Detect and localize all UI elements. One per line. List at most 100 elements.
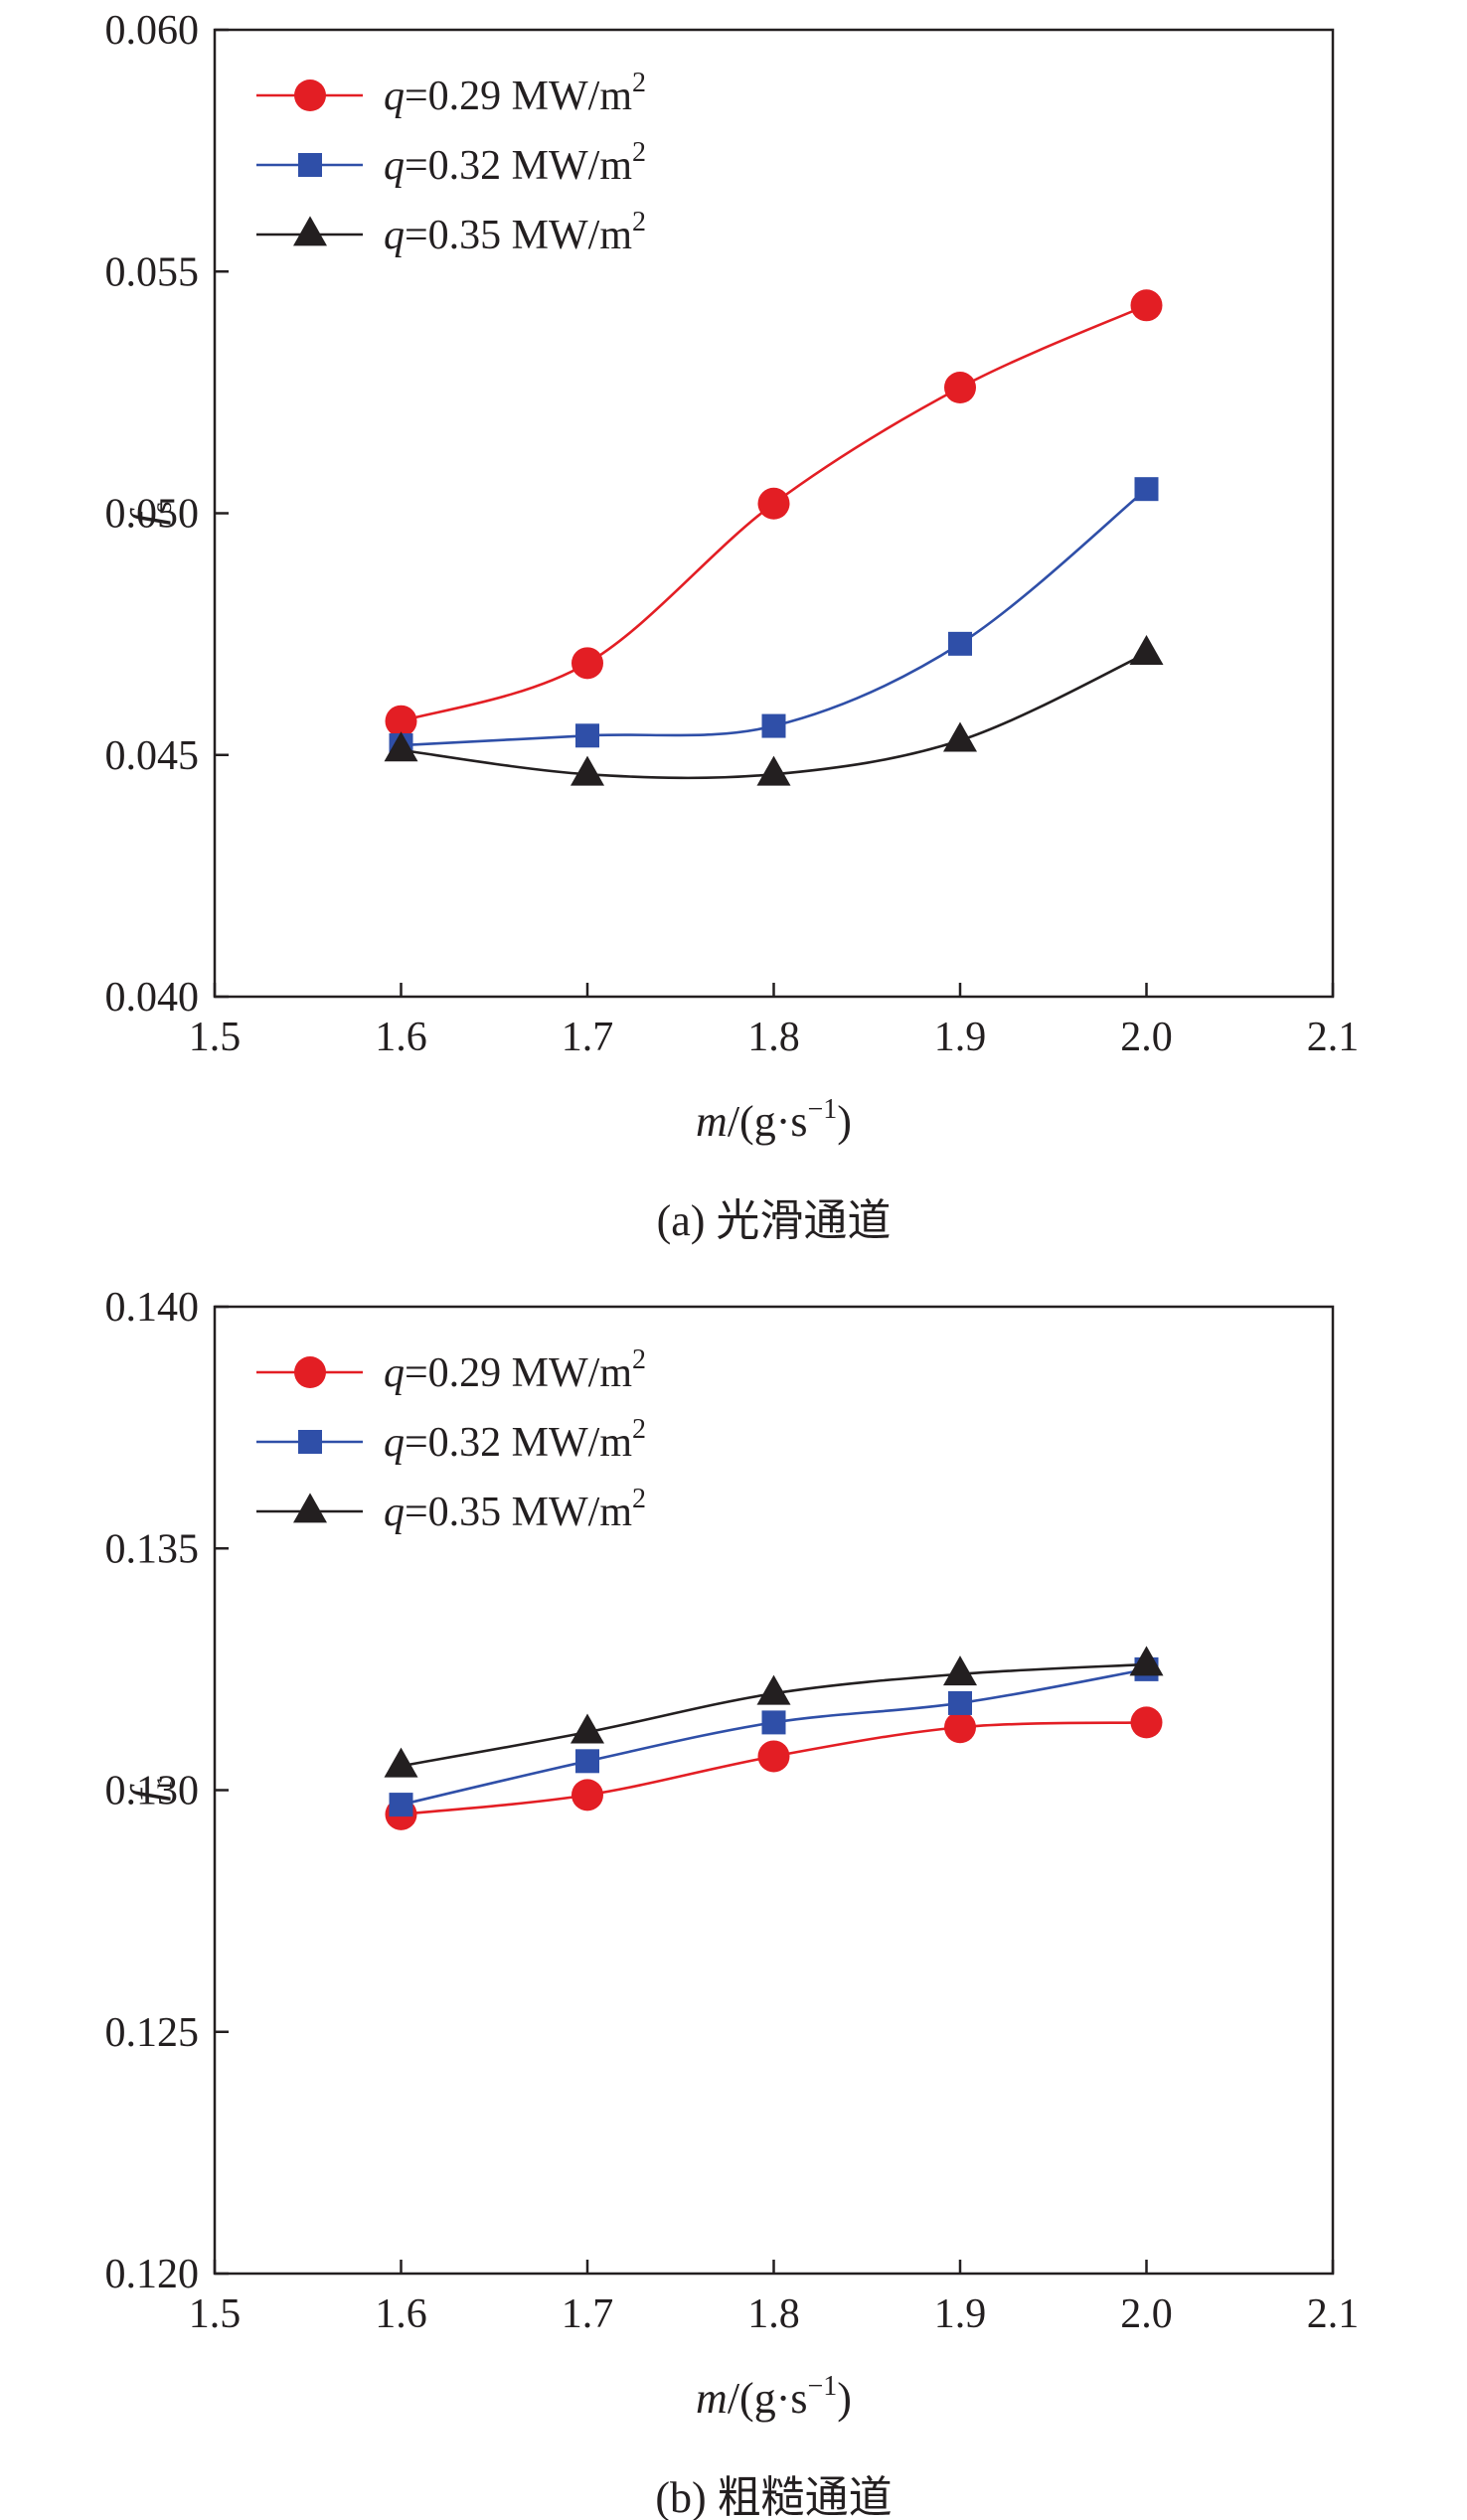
panel-a-series-3-point (756, 755, 791, 786)
panel-b-x-tick-label: 1.6 (375, 2291, 427, 2337)
panel-a-series-3-point (1129, 634, 1164, 665)
panel-a-y-tick-label: 0.040 (105, 975, 200, 1021)
panel-a-legend-value: =0.32 MW/m (405, 143, 632, 189)
panel-b-x-tick-label: 1.8 (747, 2291, 800, 2337)
panel-b-legend-var: q (384, 1420, 405, 1466)
panel-a-series-3 (384, 634, 1164, 786)
panel-a-series-2-point (575, 723, 599, 748)
panel-a-legend-var: q (384, 213, 405, 258)
panel-a-x-tick-label: 1.5 (189, 1015, 242, 1060)
panel-b-series-3-point (756, 1674, 791, 1705)
panel-a-series-1-point (1130, 289, 1163, 322)
chart-panel-a: 1.5 1.6 1.7 1.8 1.9 2.0 2.1 0.040 0.045 0.050 0.05… (105, 8, 1360, 1245)
panel-a-legend-item-1: q=0.29 MW/m2 (256, 68, 646, 119)
panel-b-series-2-point (575, 1749, 599, 1774)
panel-a-x-tick-label: 2.1 (1307, 1015, 1360, 1060)
panel-b-x-axis-title: m/(g·s−1) (696, 2371, 852, 2423)
panel-a-series-2-line (401, 488, 1148, 747)
panel-a-series-2-point (1134, 477, 1159, 502)
panel-a-series-3-point (570, 755, 604, 786)
panel-a-series-1-point (757, 487, 790, 520)
panel-a-x-axis-title: m/(g·s−1) (696, 1094, 852, 1146)
panel-a-x-axis-unit-close: ) (837, 1097, 852, 1146)
panel-a-legend-label: q=0.29 MW/m2 (384, 68, 646, 119)
panel-b-legend-exponent: 2 (632, 1484, 646, 1514)
panel-a-x-tick-label: 1.7 (562, 1015, 614, 1060)
panel-b-plot-frame (213, 1305, 1335, 2276)
panel-a-x-tick-label: 1.8 (747, 1015, 800, 1060)
panel-a-legend-marker (294, 79, 326, 111)
panel-b-legend-label: q=0.29 MW/m2 (384, 1344, 646, 1396)
panel-b-series-3-point (1129, 1646, 1164, 1676)
panel-a-legend-marker (293, 216, 327, 246)
panel-b-legend-marker (298, 1430, 322, 1454)
panel-b-legend-label: q=0.32 MW/m2 (384, 1414, 646, 1466)
panel-b-legend-item-1: q=0.29 MW/m2 (256, 1344, 646, 1396)
panel-b-legend-label: q=0.35 MW/m2 (384, 1484, 646, 1535)
panel-b-legend-value: =0.32 MW/m (405, 1420, 632, 1466)
panel-b-y-tick-label: 0.120 (105, 2252, 200, 2297)
panel-a-series-1-point (385, 705, 417, 737)
chart-panel-b: 1.5 1.6 1.7 1.8 1.9 2.0 2.1 0.120 0.125 0.130 0.13… (105, 1285, 1360, 2520)
panel-a-legend-item-2: q=0.32 MW/m2 (256, 137, 646, 189)
panel-a-series-1 (385, 289, 1163, 737)
panel-b-y-tick-label: 0.125 (105, 2010, 200, 2056)
panel-b-x-tick-label: 1.7 (562, 2291, 614, 2337)
panel-b-legend-item-3: q=0.35 MW/m2 (256, 1484, 646, 1535)
panel-a-legend-var: q (384, 74, 405, 119)
panel-b-series-1-point (571, 1779, 603, 1811)
panel-b-legend-var: q (384, 1350, 405, 1396)
panel-a-x-axis-var: m (696, 1097, 728, 1146)
panel-b-legend-exponent: 2 (632, 1344, 646, 1375)
panel-a-series-3-point (943, 721, 977, 752)
panel-a-series-1-point (571, 647, 603, 680)
panel-b-series-1-point (757, 1740, 790, 1773)
panel-b-legend-marker (294, 1356, 326, 1388)
panel-a-x-tick-label: 1.9 (934, 1015, 987, 1060)
panel-b-series-2-point (389, 1793, 413, 1817)
panel-b-series-2-point (948, 1690, 972, 1715)
panel-b-series-2-point (761, 1710, 786, 1735)
panel-a-legend-exponent: 2 (632, 207, 646, 237)
panel-a-legend-value: =0.35 MW/m (405, 213, 632, 258)
panel-b-legend-item-2: q=0.32 MW/m2 (256, 1414, 646, 1466)
panel-a-x-axis-unit-exponent: −1 (807, 1094, 837, 1125)
panel-a-x-tick-label: 2.0 (1120, 1015, 1173, 1060)
panel-a-series-2-point (948, 631, 972, 656)
panel-b-series-3-point (384, 1747, 418, 1778)
panel-a-y-tick-label: 0.050 (105, 492, 200, 538)
panel-a-x-tick-label: 1.6 (375, 1015, 427, 1060)
panel-b-x-tick-label: 2.0 (1120, 2291, 1173, 2337)
panel-b-x-axis-unit-close: ) (837, 2374, 852, 2423)
panel-a-series-2-point (761, 713, 786, 738)
panel-b-legend-value: =0.29 MW/m (405, 1350, 632, 1396)
panel-b-series-3 (384, 1646, 1164, 1778)
panel-a-legend-label: q=0.35 MW/m2 (384, 207, 646, 258)
panel-a-legend-item-3: q=0.35 MW/m2 (256, 207, 646, 258)
panel-b-legend-exponent: 2 (632, 1414, 646, 1445)
panel-a-legend-exponent: 2 (632, 137, 646, 168)
panel-b-series-1-point (1130, 1706, 1163, 1739)
panel-b-y-tick-label: 0.135 (105, 1526, 200, 1572)
panel-a-legend-var: q (384, 143, 405, 189)
panel-a-y-tick-label: 0.045 (105, 733, 200, 779)
panel-a-legend-label: q=0.32 MW/m2 (384, 137, 646, 189)
panel-b-y-tick-label: 0.130 (105, 1769, 200, 1814)
panel-a-series-3-point (384, 731, 418, 762)
panel-b-series-3-point (570, 1713, 604, 1744)
panel-a-legend-marker (298, 153, 322, 177)
panel-a-legend-exponent: 2 (632, 68, 646, 98)
panel-b-x-tick-label: 1.9 (934, 2291, 987, 2337)
panel-a-legend-value: =0.29 MW/m (405, 74, 632, 119)
panel-a-y-axis-subscript: s (145, 502, 178, 514)
panel-b-x-axis-unit-exponent: −1 (807, 2371, 837, 2402)
panel-b-x-tick-label: 2.1 (1307, 2291, 1360, 2337)
panel-a-y-tick-label: 0.060 (105, 8, 200, 54)
panel-b-x-axis-var: m (696, 2374, 728, 2423)
panel-b-series-1-point (944, 1711, 976, 1744)
panel-b-legend-var: q (384, 1490, 405, 1535)
panel-b-legend-value: =0.35 MW/m (405, 1490, 632, 1535)
panel-b-series-3-point (943, 1655, 977, 1686)
panel-b-y-axis-subscript: r (145, 1779, 178, 1789)
panel-b-x-axis-unit: /(g·s (728, 2374, 808, 2423)
